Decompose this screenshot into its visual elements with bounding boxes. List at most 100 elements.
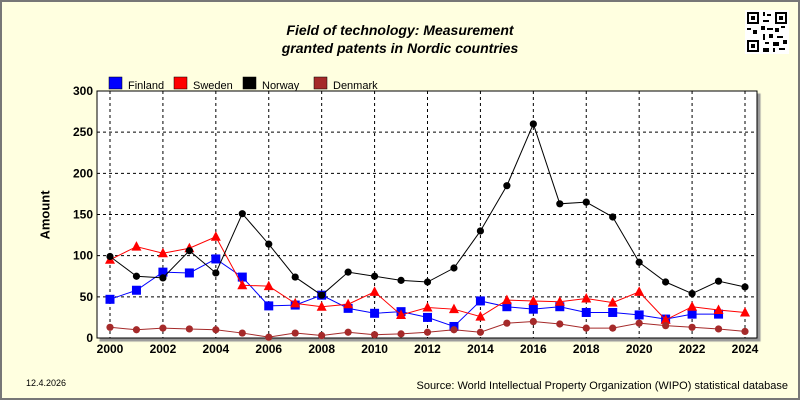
data-point-norway [556,200,564,208]
x-tick-label: 2024 [732,342,759,356]
date-stamp: 12.4.2026 [26,378,67,388]
data-point-finland [211,254,221,264]
data-point-norway [370,272,379,280]
chart-title-line-1: Field of technology: Measurement [286,22,514,38]
data-point-sweden [528,295,539,305]
data-point-norway [635,258,643,266]
data-point-norway [318,291,326,299]
data-point-norway [132,272,141,280]
data-point-sweden [554,296,565,306]
grid-lines [97,91,757,338]
data-point-norway [159,274,167,282]
data-point-denmark [265,333,273,341]
x-tick-label: 2004 [202,342,229,356]
data-point-denmark [556,320,564,328]
y-tick-label: 250 [73,125,93,139]
data-point-sweden [713,304,724,315]
y-tick-label: 200 [73,166,93,180]
data-point-denmark [318,331,326,340]
data-point-finland [502,302,512,312]
legend-swatch-denmark [313,76,328,90]
data-point-norway [688,289,696,298]
data-point-sweden [475,311,486,321]
data-point-denmark [609,324,617,332]
data-point-sweden [316,301,327,311]
data-point-norway [291,273,299,281]
data-point-finland [687,309,697,319]
legend-swatch-sweden [173,76,188,90]
data-point-norway [503,182,511,190]
data-point-denmark [450,326,458,334]
x-tick-label: 2012 [414,342,441,356]
x-tick-label: 2010 [361,342,388,356]
data-point-sweden [422,302,433,312]
y-tick-label: 0 [86,331,93,345]
data-point-denmark [212,326,220,334]
data-point-sweden [237,279,248,290]
x-tick-label: 2000 [97,342,124,356]
data-point-sweden [581,292,592,303]
y-tick-label: 50 [80,290,94,304]
data-point-norway [662,278,670,286]
axes: 0 50 100 150 200 250 300 2000 2002 2004 2006 2008 20… [73,84,759,356]
data-point-sweden [607,297,618,307]
data-point-denmark [291,329,299,337]
legend-label-finland: Finland [128,80,164,92]
data-point-finland [528,304,538,314]
data-point-denmark [741,327,749,336]
data-point-finland [131,285,141,295]
data-point-norway [529,120,537,128]
data-point-denmark [529,317,537,326]
x-tick-label: 2002 [150,342,177,356]
data-point-denmark [688,323,696,331]
data-point-sweden [131,241,142,251]
data-point-denmark [185,325,193,333]
data-point-sweden [369,286,380,296]
data-point-denmark [582,324,590,332]
data-point-finland [237,272,247,282]
data-point-sweden [157,247,168,258]
data-point-finland [370,308,380,318]
data-point-norway [185,247,193,255]
data-point-finland [634,310,644,320]
chart-title-line-2: granted patents in Nordic countries [281,40,519,56]
data-point-finland [158,267,168,277]
y-tick-label: 300 [73,84,93,98]
data-point-sweden [263,280,274,291]
data-point-norway [238,210,246,218]
data-point-norway [741,283,749,291]
data-point-norway [423,278,432,286]
x-tick-label: 2020 [626,342,653,356]
source-note: Source: World Intellectual Property Orga… [416,380,788,392]
data-point-denmark [503,319,511,327]
legend-swatch-finland [108,76,123,90]
data-point-norway [106,252,114,261]
data-point-sweden [740,306,750,317]
data-point-sweden [343,298,354,309]
data-point-finland [555,302,565,312]
y-tick-label: 100 [73,249,93,263]
data-point-denmark [476,328,485,336]
data-point-norway [344,268,352,276]
x-tick-label: 2016 [520,342,547,356]
x-tick-label: 2008 [308,342,335,356]
legend: Finland Sweden Norway Denmark [108,76,378,92]
data-point-finland [581,307,591,317]
data-point-finland [475,296,485,306]
data-point-denmark [635,319,643,327]
x-tick-label: 2018 [573,342,600,356]
data-point-denmark [662,322,670,330]
legend-label-sweden: Sweden [193,80,233,92]
data-point-denmark [106,323,114,331]
data-point-denmark [238,329,246,337]
legend-label-denmark: Denmark [333,80,378,92]
data-point-sweden [396,309,407,319]
data-point-sweden [290,297,301,308]
data-point-finland [714,309,724,319]
data-point-denmark [132,326,141,334]
data-point-finland [184,268,194,278]
data-point-norway [714,277,723,285]
data-point-sweden [660,314,671,324]
legend-swatch-norway [242,76,257,90]
